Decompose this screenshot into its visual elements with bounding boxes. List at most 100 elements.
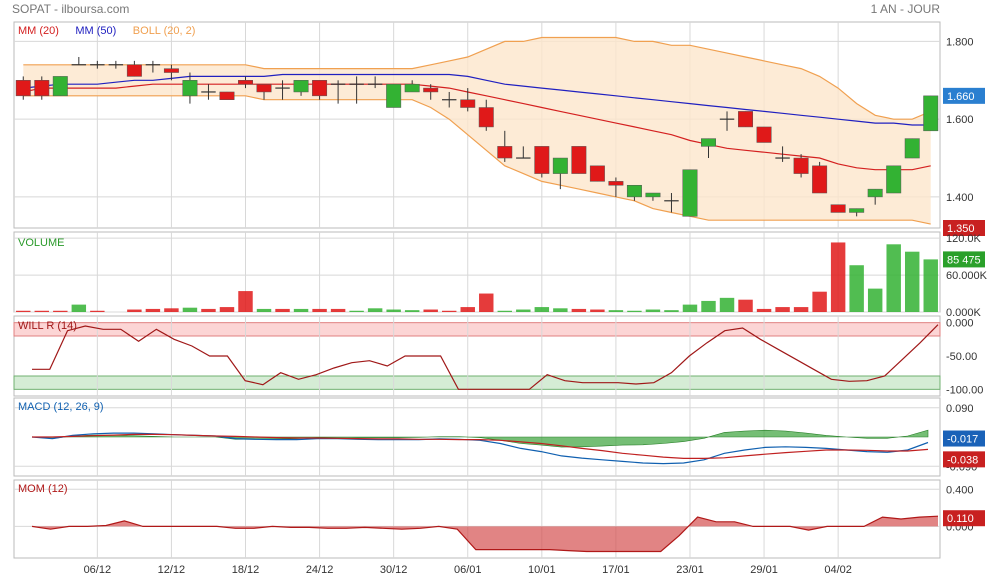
candle-body bbox=[460, 99, 476, 108]
price-low-value-tag bbox=[943, 220, 985, 236]
candle-body bbox=[738, 111, 754, 128]
volume-bar bbox=[664, 310, 679, 312]
volume-bar bbox=[793, 307, 809, 312]
candle-body bbox=[219, 91, 235, 100]
price-tick-label: 1.800 bbox=[946, 36, 974, 48]
macd-value-value-label: -0.017 bbox=[947, 434, 978, 446]
volume-bar bbox=[497, 310, 513, 312]
candle-body bbox=[163, 68, 179, 73]
volume-bar bbox=[367, 308, 383, 312]
volume-bar bbox=[53, 310, 68, 312]
volume-bar bbox=[256, 308, 272, 312]
candle-body bbox=[849, 208, 865, 213]
volume-tick-label: 120.0K bbox=[946, 233, 982, 245]
volume-bar bbox=[182, 307, 198, 312]
x-tick-label: 04/02 bbox=[824, 564, 852, 576]
candle-body bbox=[497, 146, 513, 159]
volume-tick-label: 60.000K bbox=[946, 270, 988, 282]
ma20-line bbox=[23, 83, 931, 171]
candle-body bbox=[923, 95, 939, 132]
macd-value-value-tag bbox=[943, 430, 985, 447]
volume-bar bbox=[71, 304, 87, 312]
volume-bar bbox=[441, 310, 457, 312]
price-low-value-label: 1.350 bbox=[947, 223, 975, 235]
price-legend-item: BOLL (20, 2) bbox=[133, 25, 196, 37]
x-tick-label: 30/12 bbox=[380, 564, 408, 576]
x-tick-label: 24/12 bbox=[306, 564, 334, 576]
x-tick-label: 06/01 bbox=[454, 564, 482, 576]
price-tick-label: 1.600 bbox=[946, 114, 974, 126]
volume-bar bbox=[479, 293, 494, 312]
candle-body bbox=[626, 184, 642, 198]
volume-bar bbox=[16, 310, 31, 312]
volume-bar bbox=[238, 291, 253, 312]
volume-bar bbox=[904, 251, 920, 312]
volume-bar bbox=[608, 310, 624, 312]
macd-histogram bbox=[31, 429, 929, 448]
candle-body bbox=[589, 165, 605, 182]
x-tick-label: 17/01 bbox=[602, 564, 630, 576]
candle-body bbox=[756, 126, 772, 143]
volume-bar bbox=[312, 308, 327, 312]
candle-body bbox=[126, 64, 142, 77]
volume-bar bbox=[275, 308, 290, 312]
candle-body bbox=[293, 80, 309, 93]
volume-bar bbox=[330, 308, 346, 312]
willr-tick-label: 0.000 bbox=[946, 318, 974, 330]
candle-body bbox=[238, 80, 253, 85]
macd-signal-value-value-tag bbox=[943, 451, 985, 468]
willr-oversold-band bbox=[13, 375, 941, 390]
macd-tick-label: 0.090 bbox=[946, 403, 974, 415]
volume-bar bbox=[886, 244, 901, 312]
candle-body bbox=[256, 83, 272, 93]
candle-body bbox=[52, 76, 68, 97]
volume-bar bbox=[219, 307, 235, 312]
volume-last-value-label: 85 475 bbox=[947, 254, 981, 266]
volume-bar bbox=[293, 308, 309, 312]
candle-body bbox=[534, 146, 550, 174]
candle-body bbox=[886, 165, 902, 194]
willr-overbought-band bbox=[13, 322, 941, 337]
willr-tick-label: -50.00 bbox=[946, 351, 977, 363]
x-tick-label: 10/01 bbox=[528, 564, 556, 576]
x-tick-label: 06/12 bbox=[84, 564, 112, 576]
volume-bar bbox=[404, 310, 420, 312]
volume-bar bbox=[164, 308, 179, 312]
candle-body bbox=[312, 80, 328, 97]
price-last-value-label: 1.660 bbox=[947, 91, 975, 103]
volume-panel bbox=[13, 231, 941, 313]
volume-bar bbox=[590, 309, 605, 312]
chart-title: SOPAT - ilboursa.com bbox=[12, 2, 130, 16]
mom-area bbox=[32, 516, 938, 552]
volume-bar bbox=[645, 309, 661, 312]
volume-bar bbox=[571, 308, 587, 312]
candle-body bbox=[423, 87, 439, 93]
candle-body bbox=[830, 204, 846, 213]
volume-bar bbox=[867, 288, 883, 312]
volume-bar bbox=[719, 297, 735, 312]
candle-body bbox=[608, 181, 624, 186]
volume-bar bbox=[127, 309, 142, 312]
volume-tick-label: 0.000K bbox=[946, 307, 982, 319]
candle-body bbox=[867, 188, 883, 198]
x-tick-label: 12/12 bbox=[158, 564, 186, 576]
candle-body bbox=[701, 138, 716, 147]
period-label: 1 AN - JOUR bbox=[870, 2, 940, 16]
price-legend-item: MM (50) bbox=[75, 25, 116, 37]
ma50-line bbox=[23, 73, 931, 126]
volume-bar bbox=[627, 310, 642, 312]
volume-bar bbox=[460, 307, 475, 312]
macd-signal-value-value-label: -0.038 bbox=[947, 454, 978, 466]
volume-bar bbox=[90, 310, 105, 312]
mom-title: MOM (12) bbox=[18, 483, 68, 495]
willr-line bbox=[32, 324, 939, 390]
willr-tick-label: -100.00 bbox=[946, 384, 983, 396]
mom-last-value-tag bbox=[943, 510, 985, 527]
mom-last-value-label: 0.110 bbox=[947, 513, 974, 525]
volume-bar bbox=[682, 304, 698, 312]
volume-bar bbox=[349, 310, 364, 312]
candle-body bbox=[34, 80, 50, 97]
candle-body bbox=[645, 192, 661, 198]
mom-line bbox=[31, 515, 939, 553]
candle-body bbox=[478, 107, 494, 128]
